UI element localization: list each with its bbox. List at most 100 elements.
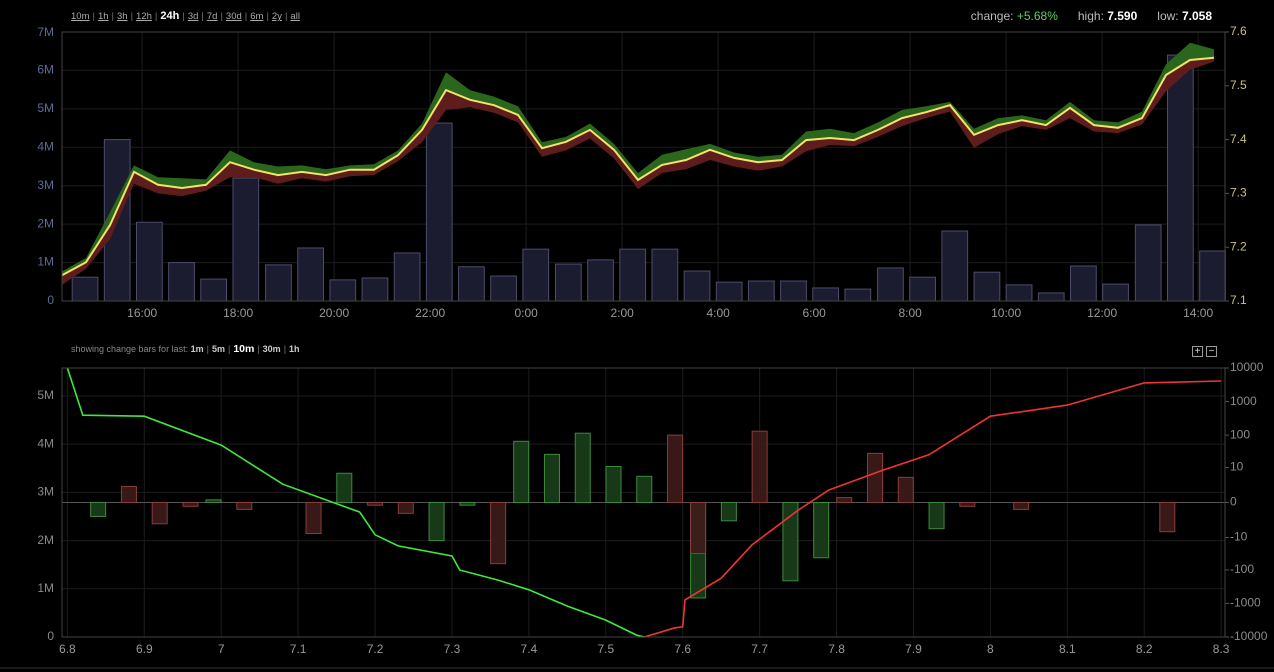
y2-tick-label: 100 [1230,427,1250,441]
option-link[interactable]: 5m [211,344,225,354]
stats: change: +5.68% high: 7.590 low: 7.058 [971,9,1212,23]
volume-bar [329,279,357,302]
range-link[interactable]: 6m [250,11,264,22]
range-link[interactable]: 7d [206,11,218,22]
y-tick-label: 7M [37,25,54,39]
x-tick-label: 8.2 [1136,642,1153,656]
range-link[interactable]: 2y [271,11,282,22]
change-bar [690,502,707,555]
volume-bar [683,270,711,302]
depth-line [644,380,1222,638]
change-bar [151,502,168,525]
y2-tick-label: -10 [1230,530,1248,544]
y-tick-label: 4M [37,436,54,450]
stat-value: 7.058 [1181,9,1212,23]
range-link[interactable]: all [290,11,300,22]
volume-bar [1037,292,1065,302]
volume-bar [425,122,453,302]
y-tick-label: 2M [37,216,54,230]
zoom-buttons: + − [1189,341,1217,359]
zoom-button[interactable]: + [1192,346,1203,357]
x-tick-label: 4:00 [706,306,730,320]
range-link[interactable]: 30d [225,11,242,22]
x-tick-label: 6.9 [136,642,153,656]
volume-bar [941,230,969,302]
option-link[interactable]: 10m [233,343,255,355]
range-link[interactable]: 1h [97,11,109,22]
price-line [61,56,1215,277]
y-tick-label: 0 [47,293,54,307]
y-tick-label: 3M [37,178,54,192]
y2-tick-label: 7.4 [1230,132,1247,146]
y-tick-label: 1M [37,255,54,269]
y2-tick-label: 7.2 [1230,239,1247,253]
change-bar [90,502,107,517]
y2-tick-label: 10 [1230,460,1244,474]
caption: showing change bars for last: [71,344,189,354]
volume-bar [1199,250,1226,302]
y-tick-label: 4M [37,139,54,153]
chart: 16:00 18:00 20:00 22:00 0:00 2:00 4:00 6:00 8:00… [37,24,1247,320]
volume-bar [1005,284,1033,302]
y-tick-label: 0 [47,629,54,643]
change-bar [428,502,445,542]
range-link[interactable]: 12h [136,11,152,22]
volume-bar [651,248,679,302]
separator: | [283,344,287,354]
separator: | [182,11,185,22]
option-link[interactable]: 1h [289,344,300,354]
x-tick-label: 7.3 [444,642,461,656]
x-tick-label: 7.7 [751,642,768,656]
x-tick-label: 16:00 [127,306,157,320]
change-bar [336,472,353,503]
option-link[interactable]: 30m [262,344,281,354]
range-link[interactable]: 10m [71,11,90,22]
y2-tick-label: 0 [1230,495,1237,509]
plot-frame [61,367,1226,638]
y2-tick-label: -10000 [1230,629,1268,643]
separator: | [220,11,223,22]
volume-bar [71,276,99,302]
y-tick-label: 3M [37,485,54,499]
change-bar [182,502,199,507]
x-tick-label: 20:00 [319,306,349,320]
y2-tick-label: 1000 [1230,394,1257,408]
change-bar [782,502,799,582]
plot-frame [61,31,1226,302]
x-tick-label: 7.9 [905,642,922,656]
x-tick-label: 8.1 [1059,642,1076,656]
volume-bar [1166,54,1194,302]
change-bar [813,502,830,559]
zoom-button[interactable]: − [1206,346,1217,357]
x-tick-label: 7 [218,642,225,656]
y2-tick-label: 7.5 [1230,78,1247,92]
x-tick-label: 2:00 [610,306,634,320]
x-tick-label: 8 [987,642,994,656]
separator: | [284,11,288,22]
stat-value: +5.68% [1016,9,1058,23]
range-link[interactable]: 3d [187,11,199,22]
separator: | [227,344,231,354]
y-tick-label: 6M [37,63,54,77]
volume-bar [619,248,647,302]
x-tick-label: 12:00 [1087,306,1117,320]
separator: | [201,11,204,22]
change-bar [836,497,853,503]
range-link[interactable]: 24h [160,10,180,22]
option-link[interactable]: 1m [190,344,204,354]
volume-bar [1070,265,1097,302]
change-bar [1159,502,1176,533]
volume-bar [232,177,260,302]
y-tick-label: 1M [37,581,54,595]
change-bar [205,499,222,503]
change-bar [636,475,653,504]
volume-bar [265,264,292,302]
volume-bar [1102,283,1129,302]
x-tick-label: 7.5 [597,642,614,656]
range-link[interactable]: 3h [117,11,128,22]
separator: | [244,11,248,22]
volume-bar [555,263,582,302]
y-tick-label: 5M [37,101,54,115]
x-tick-label: 8:00 [898,306,922,320]
